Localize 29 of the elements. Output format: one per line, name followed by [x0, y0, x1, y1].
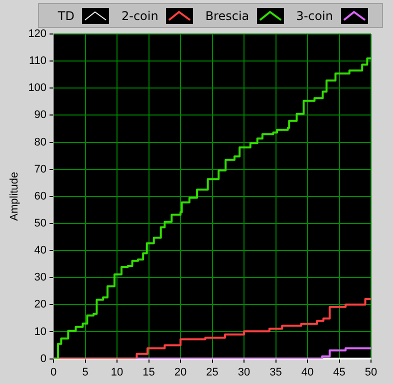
x-tick-label: 25 [206, 366, 218, 378]
x-tick-label: 15 [142, 366, 155, 378]
y-tick-label: 90 [34, 109, 47, 122]
y-tick-label: 10 [34, 326, 47, 338]
y-tick-label: 70 [34, 163, 47, 176]
y-tick-label: 30 [34, 272, 47, 284]
y-tick-label: 0 [40, 352, 47, 365]
x-tick-label: 35 [270, 366, 282, 378]
legend-label: TD [58, 8, 74, 22]
x-tick-label: 20 [174, 366, 187, 378]
x-tick-label: 45 [333, 366, 346, 378]
legend-label: 2-coin [121, 8, 158, 22]
legend-label: 3-coin [296, 8, 333, 22]
y-tick-label: 80 [34, 136, 47, 148]
y-tick-label: 110 [29, 55, 47, 68]
y-axis-title: Amplitude [8, 172, 21, 221]
y-tick-label: 50 [34, 218, 47, 230]
y-tick-label: 120 [28, 28, 47, 40]
legend-label: Brescia [205, 8, 250, 22]
y-tick-label: 60 [34, 190, 47, 202]
y-tick-label: 20 [34, 298, 47, 311]
x-tick-label: 50 [364, 366, 378, 378]
x-tick-label: 30 [238, 366, 250, 378]
y-tick-label: 40 [34, 244, 47, 257]
x-tick-label: 10 [110, 366, 124, 378]
x-tick-label: 0 [50, 366, 57, 378]
y-tick-label: 100 [28, 82, 47, 94]
x-tick-label: 5 [82, 366, 88, 378]
x-tick-label: 40 [301, 366, 314, 378]
